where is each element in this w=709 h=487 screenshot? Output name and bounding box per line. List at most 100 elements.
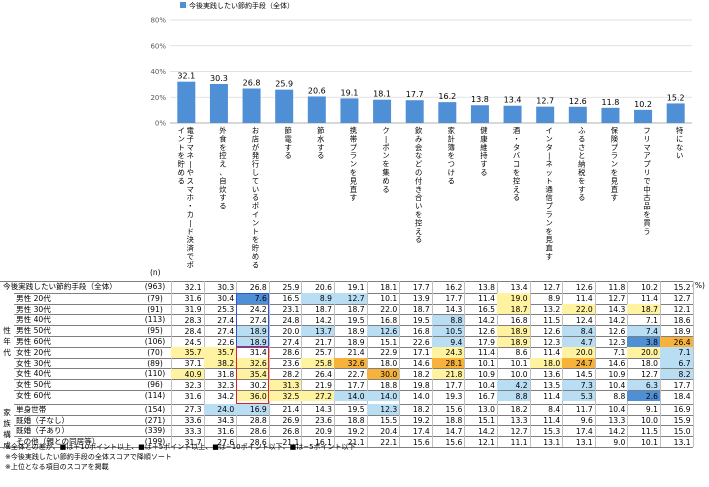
category-label-char: 維 — [480, 143, 487, 152]
column-divider — [399, 281, 401, 447]
table-cell: 9.6 — [580, 416, 593, 426]
table-cell: 19.1 — [347, 282, 365, 292]
table-cell: 15.0 — [673, 426, 691, 436]
table-cell: 24.0 — [203, 404, 237, 415]
category-label-char: に — [676, 134, 683, 143]
table-cell: 22.9 — [380, 348, 398, 358]
category-label-char: を — [350, 168, 357, 177]
table-cell: 30.2 — [249, 380, 267, 390]
table-cell: 7.3 — [562, 379, 595, 390]
table-cell: 13.8 — [478, 282, 495, 292]
female-emphasis-box — [236, 346, 269, 404]
male-emphasis-box — [236, 292, 269, 347]
table-cell: 15.3 — [543, 426, 561, 436]
category-label-char: ク — [382, 126, 389, 135]
table-cell: 19.5 — [347, 315, 365, 325]
table-cell: 25.9 — [282, 282, 300, 292]
table-cell: 19.0 — [497, 293, 530, 304]
table-cell: 31.3 — [268, 379, 302, 390]
column-divider — [627, 281, 629, 447]
category-label-char: を — [382, 160, 389, 169]
category-label-char: え — [513, 185, 520, 194]
table-cell: 15.2 — [673, 282, 691, 292]
side-label-gender-age: 性年代 — [3, 326, 11, 358]
category-label-char: を — [513, 168, 520, 177]
bar — [340, 98, 359, 123]
category-label-char: し — [252, 168, 259, 177]
y-tick-label: 0% — [155, 120, 166, 128]
category-label-char: ン — [382, 151, 389, 160]
category-label-char: と — [578, 151, 585, 160]
table-cell: 15.6 — [445, 437, 463, 447]
table-cell: 18.2 — [412, 369, 430, 379]
table-cell: 10.1 — [478, 359, 495, 369]
row-n: (89) — [147, 358, 163, 368]
table-cell: 18.8 — [445, 416, 463, 426]
table-cell: 33.3 — [184, 426, 202, 436]
table-cell: 14.2 — [478, 315, 495, 325]
table-cell: 11.4 — [543, 391, 561, 401]
table-cell: 12.7 — [334, 293, 367, 304]
table-cell: 32.1 — [184, 282, 202, 292]
row-label: 既婚（子あり） — [16, 426, 70, 436]
table-cell: 22.0 — [380, 305, 398, 315]
category-label-char: バ — [513, 151, 520, 160]
table-cell: 12.6 — [575, 282, 593, 292]
table-cell: 4.2 — [497, 379, 530, 390]
table-cell: 11.4 — [575, 294, 593, 304]
row-label: 女性 30代 — [16, 358, 51, 368]
table-cell: 19.8 — [412, 380, 430, 390]
category-label-char: を — [252, 235, 259, 244]
table-cell: 14.0 — [334, 390, 367, 401]
table-cell: 10.4 — [608, 405, 626, 415]
table-cell: 3.8 — [627, 336, 660, 347]
table-cell: 10.2 — [641, 282, 658, 292]
table-cell: 31.4 — [249, 348, 267, 358]
category-label-char: を — [415, 210, 422, 219]
category-label-char: 食 — [219, 134, 227, 143]
table-cell: 14.0 — [366, 390, 400, 401]
category-label-char: る — [252, 193, 259, 202]
table-cell: 21.4 — [282, 405, 300, 415]
column-divider — [366, 281, 368, 447]
category-label-char: す — [317, 143, 324, 152]
bar — [634, 109, 653, 123]
table-cell: 28.2 — [282, 369, 300, 379]
table-cell: 26.4 — [315, 369, 332, 379]
table-cell: 13.7 — [301, 325, 334, 336]
table-cell: 12.7 — [641, 369, 658, 379]
category-label-char: ト — [252, 227, 259, 236]
table-cell: 31.8 — [217, 369, 235, 379]
category-label-char: る — [178, 176, 185, 185]
category-label-char: ッ — [546, 168, 553, 177]
table-cell: 11.4 — [478, 348, 495, 358]
bar-value-label: 13.4 — [504, 96, 522, 105]
table-cell: 22.6 — [217, 337, 235, 347]
table-cell: 14.5 — [575, 369, 593, 379]
column-divider — [594, 281, 596, 447]
category-label-char: 帯 — [350, 134, 357, 143]
bar-chart: 0% 20% 40% 60% 80% 今後実践したい節約手段（全体） 32.1 30.3 2… — [150, 1, 692, 269]
table-cell: 13.6 — [543, 369, 561, 379]
row-label: 男性 20代 — [16, 293, 51, 303]
table-cell: 10.1 — [510, 359, 528, 369]
category-label-char: 控 — [415, 218, 423, 227]
category-label-char: を — [546, 227, 553, 236]
row-divider — [14, 425, 693, 427]
bar — [601, 107, 620, 123]
row-n: (113) — [144, 315, 166, 325]
category-label-char: 中 — [643, 185, 650, 194]
table-cell: 25.3 — [217, 305, 235, 315]
bar — [536, 106, 555, 123]
table-cell: 17.7 — [412, 282, 430, 292]
category-label-char: け — [448, 168, 455, 177]
table-cell: 8.4 — [548, 405, 561, 415]
bar-value-label: 17.7 — [406, 90, 424, 99]
category-label-char: る — [578, 134, 585, 143]
table-cell: 35.4 — [236, 368, 269, 380]
table-cell: 16.8 — [510, 315, 528, 325]
table-cell: 8.6 — [515, 348, 528, 358]
table-cell: 27.4 — [282, 337, 300, 347]
row-label: 男性 40代 — [16, 315, 51, 325]
row-divider — [14, 368, 693, 370]
